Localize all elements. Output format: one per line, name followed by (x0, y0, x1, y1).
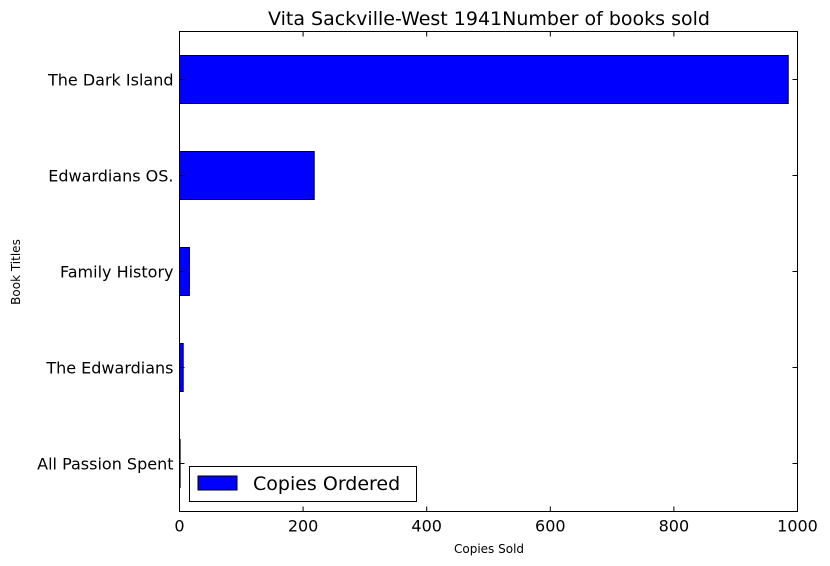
x-tick-label: 200 (288, 517, 319, 536)
y-tick-label: The Edwardians (45, 359, 173, 378)
y-tick-label: The Dark Island (47, 71, 174, 90)
bar (179, 151, 315, 200)
plot-frame (179, 31, 798, 512)
legend-swatch (197, 475, 238, 491)
x-ticks-group: 0 200 400 600 800 1000 (174, 31, 818, 536)
chart-title: Vita Sackville-West 1941Number of books … (268, 8, 710, 30)
y-tick-label: All Passion Spent (37, 455, 173, 474)
x-tick-label: 400 (411, 517, 442, 536)
x-tick-label: 0 (174, 517, 184, 536)
x-tick-label: 600 (535, 517, 566, 536)
legend: Copies Ordered (189, 466, 417, 502)
legend-label: Copies Ordered (253, 473, 400, 495)
y-axis-label: Book Titles (9, 239, 23, 305)
bars-group (179, 55, 789, 488)
y-tick-label: Family History (60, 263, 174, 282)
bar (179, 55, 789, 104)
x-tick-label: 1000 (777, 517, 818, 536)
x-tick-label: 800 (659, 517, 690, 536)
x-axis-label: Copies Sold (454, 542, 524, 556)
y-tick-label: Edwardians OS. (48, 167, 173, 186)
y-ticks-group: The Dark Island Edwardians OS. Family Hist… (37, 71, 798, 474)
